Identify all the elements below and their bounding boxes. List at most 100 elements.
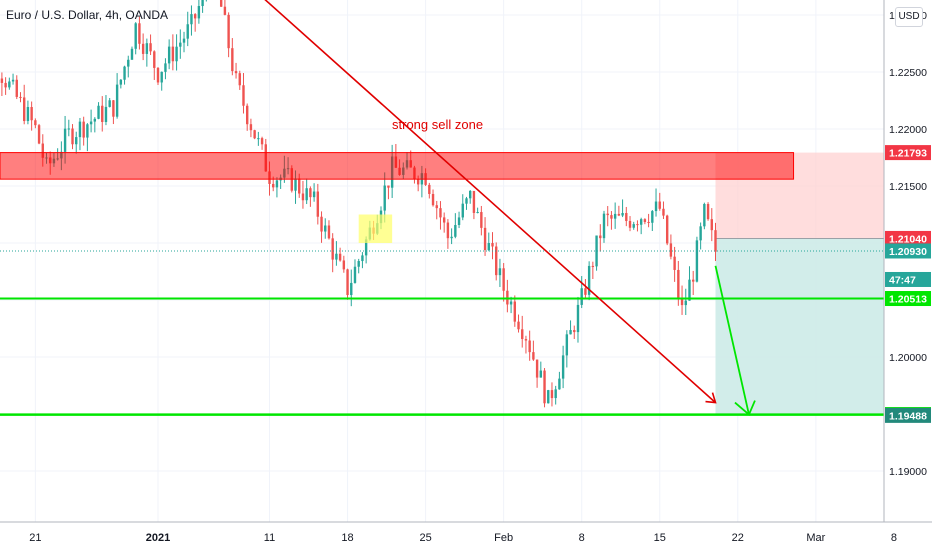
time-tick-label: 8 <box>891 532 897 544</box>
candle <box>23 84 26 125</box>
candle-body <box>710 219 713 231</box>
candle-body <box>167 46 171 64</box>
candle <box>710 208 713 242</box>
candle-body <box>472 190 476 213</box>
candle <box>658 192 661 211</box>
candle <box>301 180 305 209</box>
candle <box>576 296 580 343</box>
price-tag-label: 1.20930 <box>889 246 927 258</box>
candle <box>643 218 647 225</box>
candle-body <box>502 268 505 291</box>
candle-body <box>521 329 524 340</box>
candle <box>703 202 706 230</box>
candle <box>37 123 41 145</box>
candle <box>104 95 108 126</box>
candle-body <box>342 260 346 270</box>
candle <box>156 66 160 86</box>
candle <box>201 0 204 13</box>
candle-body <box>469 190 472 199</box>
candle-body <box>558 378 561 390</box>
candle <box>238 70 241 90</box>
candle-body <box>524 339 528 341</box>
candle <box>547 389 550 404</box>
candle <box>231 38 234 76</box>
candle-body <box>580 288 583 305</box>
candle-body <box>26 107 30 122</box>
candle <box>435 200 438 220</box>
candle <box>502 263 505 302</box>
candle-body <box>231 48 234 72</box>
candle <box>112 99 115 125</box>
candle-body <box>197 6 201 19</box>
candle-body <box>353 266 357 283</box>
price-tag <box>885 271 931 287</box>
candle <box>197 0 201 24</box>
candle <box>625 206 628 227</box>
candle-body <box>576 304 580 333</box>
candle-body <box>461 203 464 218</box>
candle-body <box>130 48 134 60</box>
candle <box>361 252 364 269</box>
candle-body <box>606 213 609 216</box>
candle-body <box>595 235 598 267</box>
drawings <box>0 0 884 417</box>
candle <box>67 119 70 137</box>
candle-body <box>695 240 699 282</box>
candle <box>227 12 230 58</box>
price-tag-label: 1.20513 <box>889 294 927 306</box>
candle <box>699 222 702 250</box>
candle <box>532 340 535 361</box>
candle-body <box>435 205 438 209</box>
candle-body <box>543 370 546 404</box>
candle-body <box>539 370 543 378</box>
candle <box>517 314 520 333</box>
candle-body <box>242 85 245 106</box>
candle <box>573 325 576 339</box>
candle-body <box>338 253 342 261</box>
candle <box>123 65 126 85</box>
candle-body <box>123 66 126 80</box>
time-tick-label: 2021 <box>146 532 170 544</box>
candle-body <box>15 79 18 97</box>
candle-body <box>223 6 227 15</box>
candle-body <box>190 14 193 25</box>
candle <box>119 79 123 89</box>
candle-body <box>75 137 78 145</box>
candle-body <box>636 224 639 226</box>
price-tag-label: 1.21040 <box>889 233 927 245</box>
candle <box>587 261 591 301</box>
candle <box>34 118 37 129</box>
candle <box>457 211 461 229</box>
candle <box>632 221 635 230</box>
currency-button[interactable]: USD <box>895 7 923 27</box>
candle <box>684 288 687 316</box>
candle <box>528 330 531 361</box>
candle <box>190 5 193 36</box>
price-tag <box>885 243 931 259</box>
price-tick-label: 1.21500 <box>889 181 927 193</box>
candle-body <box>71 128 74 145</box>
candle <box>134 22 137 55</box>
candle <box>591 261 595 279</box>
candle-body <box>613 213 617 219</box>
candle-body <box>625 212 628 221</box>
candle <box>469 190 472 204</box>
candle <box>476 207 479 214</box>
candle <box>617 205 621 217</box>
candle <box>26 100 30 125</box>
time-tick-label: 11 <box>264 532 275 544</box>
candle <box>19 92 22 103</box>
candle-body <box>439 208 442 218</box>
candle <box>695 236 699 283</box>
candle <box>431 189 435 207</box>
price-tag-label: 47:47 <box>889 274 916 286</box>
candle-body <box>639 219 643 225</box>
sell-zone-label: strong sell zone <box>392 117 483 132</box>
candle-body <box>357 261 360 267</box>
candle-body <box>327 225 331 239</box>
time-tick-label: 21 <box>29 532 41 544</box>
candle-body <box>149 43 152 52</box>
candle <box>320 211 323 243</box>
